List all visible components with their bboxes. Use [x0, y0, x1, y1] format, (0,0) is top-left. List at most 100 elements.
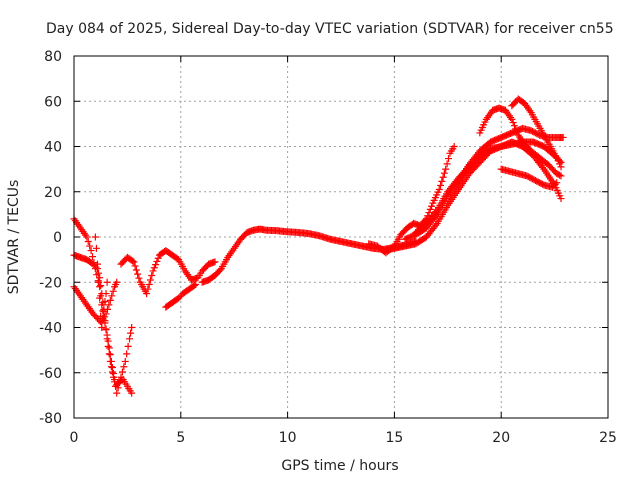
data-point [92, 244, 100, 252]
series-sat-f [162, 281, 200, 311]
data-point [103, 278, 111, 286]
data-point [426, 205, 434, 213]
data-point [106, 296, 114, 304]
data-point [101, 297, 109, 305]
y-tick-label: 80 [44, 49, 62, 65]
data-point [99, 314, 107, 322]
data-point [450, 143, 458, 150]
x-tick-label: 25 [599, 430, 617, 446]
data-point [539, 163, 547, 171]
data-point [113, 278, 121, 286]
data-point [106, 351, 114, 359]
data-point [84, 238, 92, 246]
data-point [190, 281, 198, 289]
y-tick-label: 60 [44, 94, 62, 110]
data-point [134, 270, 142, 278]
data-point [91, 233, 99, 241]
data-point [438, 177, 446, 185]
data-point [145, 281, 153, 289]
series-sat-l [476, 104, 565, 180]
data-point [437, 181, 445, 189]
y-tick-label: -60 [39, 366, 62, 382]
data-point [83, 233, 91, 241]
x-axis-label: GPS time / hours [281, 458, 398, 474]
data-point [128, 389, 136, 397]
x-tick-label: 10 [279, 430, 297, 446]
data-point [92, 263, 100, 271]
y-tick-label: -20 [39, 275, 62, 291]
data-point [123, 350, 131, 358]
data-point [510, 122, 518, 130]
data-point [557, 172, 565, 180]
x-tick-label: 20 [492, 430, 510, 446]
data-point [442, 165, 450, 173]
x-tick-label: 15 [385, 430, 403, 446]
y-tick-label: 40 [44, 140, 62, 156]
data-point [105, 344, 113, 352]
data-point [554, 157, 562, 165]
y-axis-label: SDTVAR / TECUs [6, 180, 22, 295]
series-sat-m [508, 95, 565, 171]
data-point [149, 267, 157, 275]
data-point [86, 242, 94, 250]
data-point [118, 368, 126, 376]
x-tick-label: 5 [176, 430, 185, 446]
data-point [135, 274, 143, 282]
data-point [556, 160, 564, 168]
data-point [108, 368, 116, 376]
data-point [425, 209, 433, 217]
data-point [432, 221, 440, 229]
data-point [445, 155, 453, 163]
data-point [102, 326, 110, 334]
data-point [126, 335, 134, 343]
data-point [143, 290, 151, 298]
tick-labels: 0 5 10 15 20 25 -80 -60 -40 -20 0 20 40 60 80 [39, 49, 617, 446]
data-point [128, 324, 136, 331]
data-point [109, 287, 117, 295]
data-point [95, 278, 103, 286]
data-point [127, 329, 135, 337]
data-point [557, 163, 565, 171]
series-sat-d [91, 233, 111, 331]
data-point [153, 257, 161, 265]
data-point [105, 301, 113, 309]
data-point [216, 266, 224, 274]
data-point [144, 285, 152, 293]
data-point [211, 258, 219, 266]
data-point [557, 195, 565, 203]
data-point [98, 324, 106, 331]
data-point [146, 276, 154, 284]
data-point [108, 292, 116, 300]
chart-title: Day 084 of 2025, Sidereal Day-to-day VTE… [46, 21, 614, 37]
data-point [154, 254, 162, 262]
data-point [120, 363, 128, 371]
data-point [102, 290, 110, 298]
data-point [152, 261, 160, 269]
data-point [113, 389, 121, 397]
data-point [132, 266, 140, 274]
data-point [440, 169, 448, 177]
x-tick-label: 0 [70, 430, 79, 446]
series-sat-c [70, 251, 136, 397]
series-sat-e [117, 247, 219, 298]
data-point [96, 274, 104, 282]
data-point [150, 264, 158, 272]
data-point [105, 350, 113, 358]
data-point [104, 342, 112, 350]
data-point [89, 253, 97, 261]
data-point [508, 115, 516, 123]
series-sat-b [70, 278, 121, 327]
data-point [559, 133, 567, 141]
data-point [432, 208, 440, 216]
data-point [513, 128, 521, 136]
data-point [110, 373, 118, 381]
data-point [148, 271, 156, 279]
data-marks [70, 95, 567, 397]
data-point [87, 247, 95, 255]
data-point [93, 260, 101, 268]
data-point [443, 160, 451, 168]
data-point [435, 185, 443, 193]
data-point [99, 307, 107, 315]
data-point [131, 262, 139, 270]
